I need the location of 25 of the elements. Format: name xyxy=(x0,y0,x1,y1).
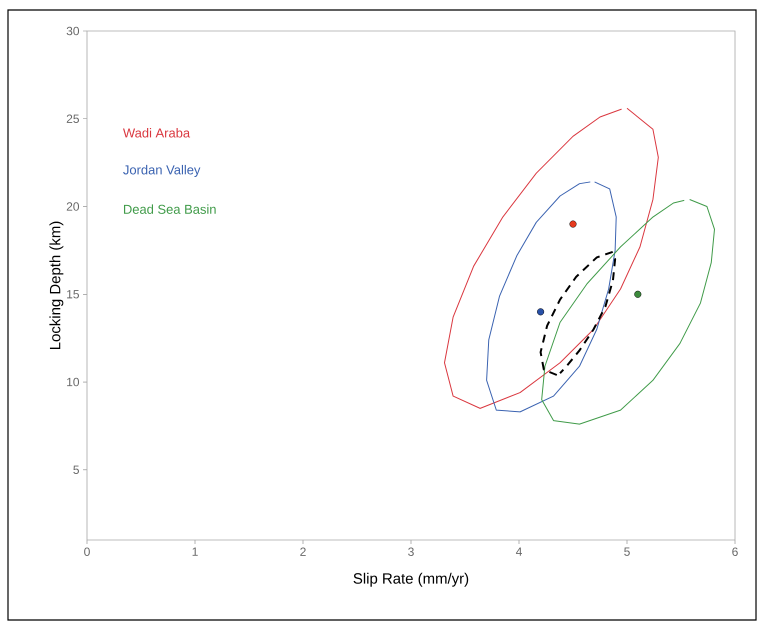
x-tick-label: 3 xyxy=(408,548,414,556)
y-tick-label: 25 xyxy=(66,114,79,123)
point xyxy=(569,220,577,228)
line-series xyxy=(444,108,659,409)
line-series xyxy=(486,181,617,412)
y-tick-label: 5 xyxy=(73,466,79,474)
x-tick-label: 2 xyxy=(300,548,306,556)
y-tick-label: 30 xyxy=(66,26,80,36)
y-tick-label: 15 xyxy=(67,290,79,298)
y-tick-label: 20 xyxy=(66,202,80,211)
text: Jordan Valley xyxy=(123,164,200,178)
y-axis-title: Locking Depth (km) xyxy=(49,222,64,350)
line-series xyxy=(541,198,715,425)
x-tick-label: 5 xyxy=(624,548,630,556)
x-tick-label: 4 xyxy=(516,548,522,556)
x-tick-label: 6 xyxy=(732,548,738,556)
y-tick-label: 10 xyxy=(67,378,80,386)
text: Wadi Araba xyxy=(122,128,190,138)
x-axis-title: Slip Rate (mm/yr) xyxy=(354,572,468,587)
line-series xyxy=(540,251,616,376)
point xyxy=(634,290,642,298)
text: Dead Sea Basin xyxy=(124,204,216,214)
point xyxy=(537,308,544,316)
x-tick-label: 1 xyxy=(192,548,198,556)
x-tick-label: 0 xyxy=(84,548,90,556)
